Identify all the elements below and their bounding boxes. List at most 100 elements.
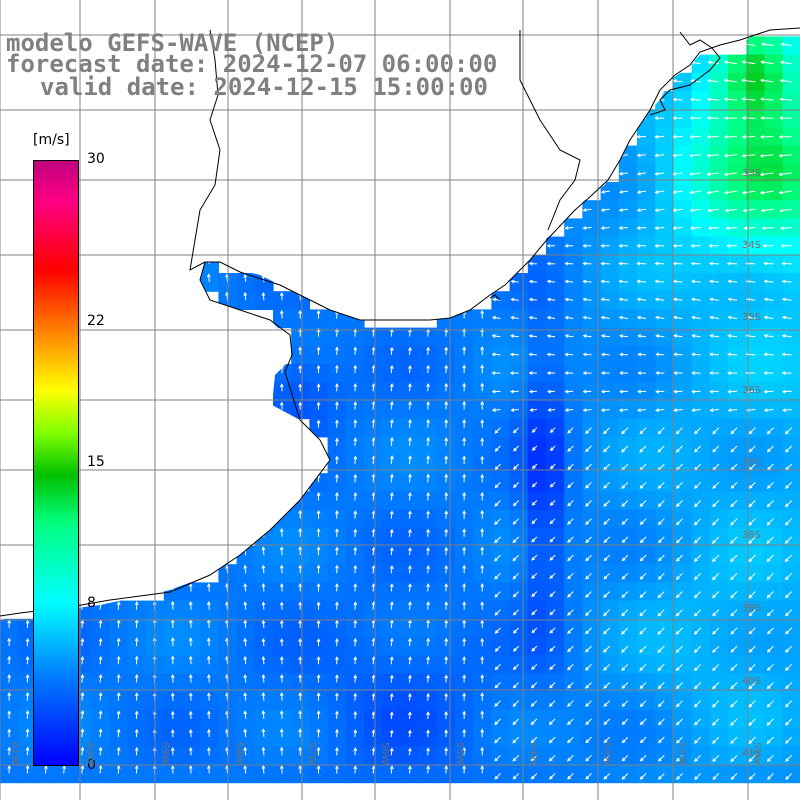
- wind-cell: [546, 509, 565, 529]
- wind-cell: [673, 200, 693, 219]
- wind-cell: [182, 709, 201, 729]
- wind-arrow: [531, 645, 538, 652]
- wind-arrow: [639, 609, 647, 617]
- wind-cell: [254, 291, 274, 310]
- wind-arrow: [709, 279, 719, 284]
- wind-cell: [746, 127, 765, 147]
- wind-arrow: [389, 528, 394, 537]
- wind-arrow: [781, 352, 792, 357]
- wind-arrow: [353, 382, 358, 392]
- wind-cell: [327, 655, 347, 674]
- wind-cell: [473, 764, 492, 784]
- wind-arrow: [727, 297, 738, 302]
- wind-arrow: [709, 352, 719, 357]
- wind-cell: [618, 364, 638, 383]
- wind-cell: [327, 546, 347, 565]
- wind-cell: [600, 236, 620, 256]
- wind-cell: [473, 473, 492, 492]
- wind-cell: [382, 400, 401, 420]
- wind-arrow: [657, 609, 665, 617]
- wind-arrow: [760, 208, 774, 213]
- wind-arrow: [785, 682, 793, 690]
- wind-cell: [364, 527, 383, 547]
- wind-cell: [400, 327, 420, 347]
- wind-arrow: [298, 674, 303, 683]
- wind-cell: [691, 309, 711, 329]
- wind-cell: [673, 509, 693, 529]
- wind-arrow: [510, 315, 519, 320]
- wind-cell: [582, 364, 602, 383]
- wind-arrow: [298, 564, 303, 574]
- wind-cell: [564, 309, 583, 329]
- wind-arrow: [98, 746, 103, 756]
- wind-cell: [746, 200, 765, 219]
- wind-arrow: [727, 315, 738, 320]
- wind-arrow: [531, 663, 538, 671]
- wind-arrow: [480, 437, 485, 446]
- wind-arrow: [25, 673, 30, 683]
- wind-cell: [546, 291, 565, 310]
- wind-cell: [418, 637, 438, 656]
- wind-cell: [546, 309, 565, 329]
- wind-cell: [673, 182, 693, 201]
- wind-cell: [382, 418, 401, 438]
- wind-cell: [364, 746, 383, 765]
- wind-arrow: [494, 627, 501, 634]
- wind-arrow: [654, 153, 665, 158]
- wind-arrow: [279, 582, 284, 592]
- wind-arrow: [335, 601, 339, 610]
- wind-arrow: [766, 481, 774, 489]
- wind-arrow: [512, 754, 520, 762]
- wind-arrow: [707, 60, 719, 65]
- wind-cell: [127, 637, 147, 656]
- wind-cell: [673, 327, 693, 347]
- wind-arrow: [298, 728, 303, 738]
- wind-arrow: [748, 591, 756, 599]
- wind-cell: [455, 436, 474, 456]
- wind-cell: [673, 291, 693, 310]
- wind-arrow: [546, 315, 556, 320]
- wind-arrow: [480, 546, 485, 556]
- wind-arrow: [548, 773, 556, 780]
- wind-cell: [546, 364, 565, 383]
- wind-cell: [291, 309, 310, 329]
- wind-arrow: [408, 601, 412, 610]
- wind-arrow: [510, 297, 519, 302]
- wind-cell: [382, 637, 401, 656]
- wind-cell: [236, 618, 256, 638]
- wind-cell: [764, 455, 784, 474]
- wind-cell: [200, 746, 219, 765]
- wind-cell: [273, 582, 292, 602]
- wind-arrow: [353, 601, 358, 610]
- wind-cell: [236, 709, 256, 729]
- wind-arrow: [389, 328, 394, 337]
- wind-cell: [655, 309, 674, 329]
- wind-cell: [291, 655, 310, 674]
- wind-arrow: [564, 297, 574, 302]
- wind-cell: [600, 254, 620, 274]
- wind-arrow: [585, 609, 592, 617]
- wind-cell: [673, 455, 693, 474]
- wind-arrow: [170, 728, 175, 738]
- wind-cell: [527, 309, 547, 329]
- wind-arrow: [298, 527, 303, 537]
- wind-arrow: [335, 364, 339, 374]
- wind-arrow: [188, 692, 193, 701]
- wind-arrow: [781, 334, 792, 338]
- wind-cell: [691, 109, 711, 128]
- wind-cell: [709, 91, 729, 110]
- wind-cell: [473, 691, 492, 711]
- wind-cell: [764, 509, 784, 529]
- wind-cell: [691, 254, 711, 274]
- wind-cell: [254, 709, 274, 729]
- wind-arrow: [389, 418, 394, 428]
- wind-arrow: [170, 655, 175, 665]
- wind-cell: [473, 527, 492, 547]
- wind-cell: [491, 509, 511, 529]
- wind-cell: [637, 418, 656, 438]
- wind-cell: [473, 709, 492, 729]
- wind-arrow: [763, 334, 774, 338]
- wind-arrow: [426, 692, 430, 701]
- wind-cell: [400, 364, 420, 383]
- wind-arrow: [480, 692, 485, 701]
